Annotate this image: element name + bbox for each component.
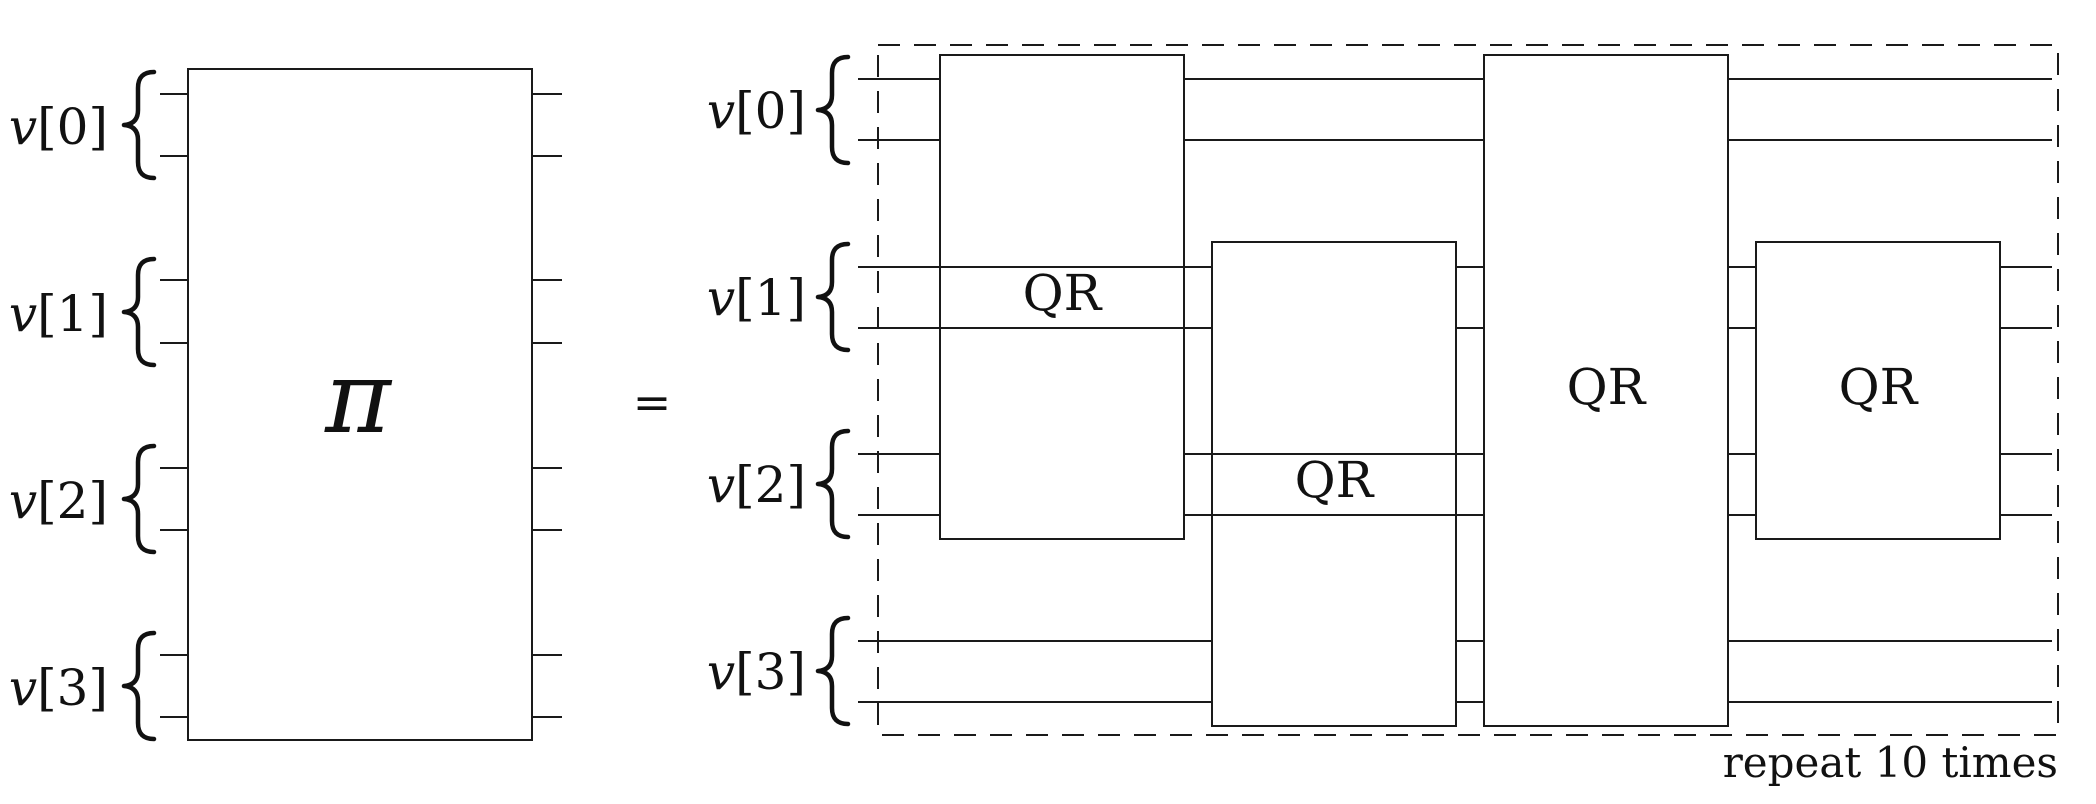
register-label: v[1] — [707, 269, 806, 327]
brace-icon — [121, 256, 157, 368]
brace-icon — [815, 241, 851, 353]
left-output-wires — [532, 93, 562, 718]
register-label: v[1] — [9, 285, 108, 343]
label-backdrop — [1000, 272, 1124, 322]
qr-gate-label: QR — [1839, 358, 1919, 416]
qr-gate — [1755, 241, 2001, 540]
qr-gate-label: QR — [1023, 264, 1103, 322]
register-label: v[0] — [9, 98, 108, 156]
qr-gate-label: QR — [1567, 358, 1647, 416]
label-backdrop — [1272, 459, 1396, 509]
brace-icon — [815, 615, 851, 727]
pi-gate-box — [187, 68, 533, 741]
left-braces — [121, 69, 157, 742]
brace-icon — [815, 54, 851, 166]
register-label: v[2] — [9, 472, 108, 530]
right-braces — [815, 54, 851, 727]
brace-icon — [121, 630, 157, 742]
qr-gate — [1483, 54, 1729, 727]
brace-icon — [815, 428, 851, 540]
repeat-frame — [877, 44, 2059, 736]
qr-gate-label: QR — [1295, 451, 1375, 509]
repeat-note: repeat 10 times — [1723, 738, 2058, 787]
register-label: v[3] — [9, 659, 108, 717]
register-label: v[3] — [707, 643, 806, 701]
pi-symbol: π — [324, 339, 393, 456]
brace-icon — [121, 443, 157, 555]
left-circuit: π v[0] v[1] v[2] v[3] — [9, 68, 562, 742]
register-label: v[2] — [707, 456, 806, 514]
equals-sign: = — [633, 375, 672, 429]
brace-icon — [121, 69, 157, 181]
register-label: v[0] — [707, 82, 806, 140]
left-input-wires — [160, 93, 188, 718]
right-circuit: QR QR QR QR v[0] v[1] v[2] v[3] repeat 1… — [707, 44, 2059, 787]
